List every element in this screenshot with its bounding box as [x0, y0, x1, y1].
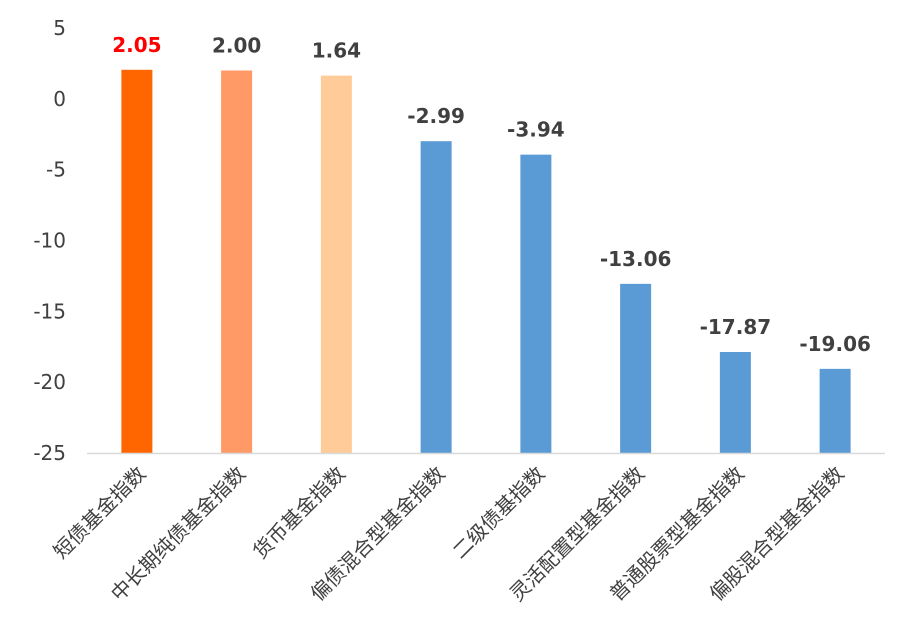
- bar: [320, 75, 352, 453]
- data-label: 1.64: [312, 39, 361, 63]
- bar: [121, 69, 153, 454]
- y-tick-label: 0: [53, 87, 66, 111]
- data-label: 2.00: [212, 34, 261, 58]
- y-tick-label: -25: [33, 441, 66, 465]
- data-labels-group: 2.05 2.00 1.64 -2.99 -3.94 -13.06 -17.87 -19.06: [112, 33, 871, 356]
- x-tick-label: 货币基金指数: [248, 462, 350, 564]
- y-tick-label: -5: [46, 158, 66, 182]
- bar: [819, 368, 851, 453]
- bar: [520, 154, 552, 453]
- y-tick-label: -15: [33, 299, 66, 323]
- data-label: -3.94: [507, 118, 565, 142]
- y-axis: 5 0 -5 -10 -15 -20 -25: [33, 16, 66, 465]
- bars-group: [121, 69, 851, 454]
- category-labels-group: 短债基金指数中长期纯债基金指数货币基金指数偏债混合型基金指数二级债基指数灵活配置…: [49, 462, 849, 606]
- y-tick-label: -10: [33, 229, 66, 253]
- bar: [221, 70, 253, 453]
- y-tick-label: -20: [33, 370, 66, 394]
- data-label: -19.06: [799, 332, 871, 356]
- x-tick-label: 短债基金指数: [49, 462, 151, 564]
- y-tick-label: 5: [53, 16, 66, 40]
- x-tick-label: 二级债基指数: [448, 462, 550, 564]
- data-label: -17.87: [700, 315, 772, 339]
- data-label: -13.06: [600, 247, 672, 271]
- data-label: -2.99: [407, 104, 465, 128]
- data-label: 2.05: [112, 33, 161, 57]
- bar: [420, 141, 452, 454]
- bar: [719, 351, 751, 453]
- bar: [620, 283, 652, 453]
